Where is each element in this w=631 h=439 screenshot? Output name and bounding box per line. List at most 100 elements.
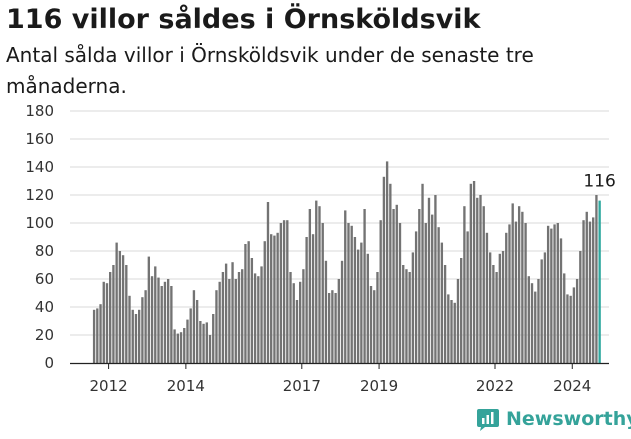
bar (150, 276, 154, 363)
bar (530, 283, 534, 363)
bar (408, 272, 411, 363)
bar (279, 223, 283, 363)
y-tick-label: 120 (25, 186, 54, 204)
bar (327, 293, 331, 363)
bar (402, 265, 405, 363)
bar (347, 223, 350, 363)
y-tick-label: 180 (25, 102, 54, 120)
bar (389, 183, 392, 363)
x-axis: 2012 2014 2017 2019 2022 2024 (70, 362, 609, 395)
bar (546, 225, 550, 363)
bar (273, 235, 276, 363)
bar (160, 286, 163, 363)
bar (324, 260, 328, 363)
y-tick-label: 140 (25, 158, 54, 176)
bar (437, 227, 440, 363)
bar (125, 265, 128, 363)
bar (514, 221, 518, 363)
bar-series (92, 161, 601, 363)
bar (109, 272, 112, 363)
bar (195, 300, 199, 363)
bar (138, 309, 141, 363)
bar (302, 269, 305, 363)
bar (286, 220, 289, 363)
bar (99, 304, 102, 363)
bar (212, 314, 215, 363)
y-tick-label: 60 (35, 270, 54, 288)
bar (250, 258, 254, 363)
bar (392, 209, 395, 363)
bar (289, 272, 292, 363)
bar (472, 181, 476, 363)
bar (434, 195, 437, 363)
bar (244, 244, 247, 363)
bar (485, 232, 489, 363)
bar (543, 252, 547, 363)
bar (205, 322, 208, 363)
bar (337, 279, 340, 363)
bar (144, 290, 147, 363)
bar (427, 197, 431, 363)
bar (588, 221, 592, 363)
bar (414, 231, 418, 363)
bar (112, 265, 115, 363)
bar (92, 309, 96, 363)
bar (266, 202, 270, 363)
brand-name: Newsworthy (506, 408, 631, 430)
bar (421, 183, 424, 363)
bar (276, 232, 279, 363)
bar (492, 265, 495, 363)
bar (353, 237, 357, 363)
bar (141, 297, 144, 363)
bar (447, 294, 450, 363)
bar (466, 231, 469, 363)
bar (295, 300, 299, 363)
bar (96, 308, 99, 363)
bar (505, 232, 508, 363)
bar (508, 224, 511, 363)
y-tick-label: 100 (25, 214, 54, 232)
x-tick-label: 2024 (553, 377, 591, 395)
bar (373, 290, 376, 363)
x-tick-label: 2014 (167, 377, 205, 395)
bar (157, 277, 160, 363)
bar (553, 224, 556, 363)
bar (154, 266, 157, 363)
bar (395, 204, 398, 363)
bar (460, 258, 463, 363)
bar (260, 266, 263, 363)
chart-subtitle: Antal sålda villor i Örnsköldsvik under … (6, 43, 534, 98)
bar (556, 223, 559, 363)
newsworthy-logo: Newsworthy (476, 407, 631, 431)
bar (131, 309, 134, 363)
bar (192, 290, 196, 363)
x-tick-label: 2012 (89, 377, 127, 395)
bar (517, 206, 521, 363)
y-tick-label: 0 (44, 354, 54, 372)
bar (572, 287, 576, 363)
bar (524, 223, 527, 363)
bar (559, 238, 563, 363)
bar (173, 329, 176, 363)
bar (476, 197, 479, 363)
bar (270, 234, 273, 363)
y-tick-label: 160 (25, 130, 54, 148)
bar (308, 209, 312, 363)
bar (215, 290, 218, 363)
bar (263, 241, 266, 363)
x-tick-label: 2019 (360, 377, 398, 395)
bar (121, 255, 125, 363)
bar (453, 302, 456, 363)
bar (102, 281, 105, 363)
bar (443, 265, 447, 363)
y-tick-label: 40 (35, 298, 54, 316)
bar (331, 290, 334, 363)
bar (241, 269, 244, 363)
bar (366, 253, 369, 363)
bar (521, 211, 524, 363)
bar (105, 283, 109, 363)
bar (579, 251, 582, 363)
bar (208, 335, 212, 363)
bar (369, 286, 373, 363)
bar (176, 333, 179, 363)
